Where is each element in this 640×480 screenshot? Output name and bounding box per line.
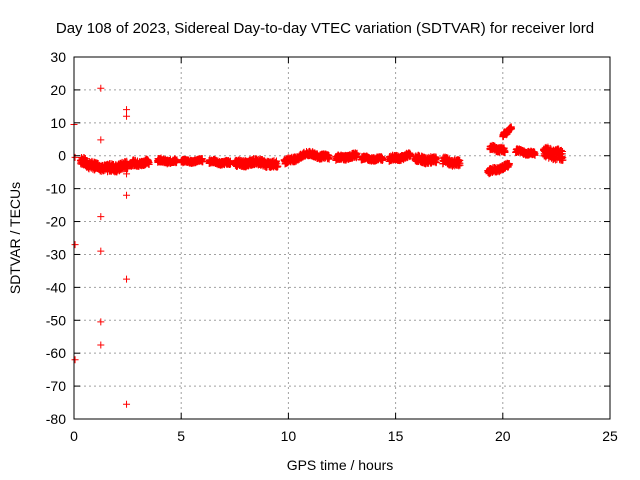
data-point bbox=[274, 162, 282, 170]
x-tick-label: 25 bbox=[602, 428, 618, 444]
data-point bbox=[71, 241, 79, 249]
grid-lines bbox=[74, 57, 610, 419]
data-point bbox=[501, 147, 509, 155]
data-point bbox=[123, 106, 131, 114]
data-point bbox=[97, 136, 105, 144]
x-tick-label: 5 bbox=[177, 428, 185, 444]
y-axis-label: SDTVAR / TECUs bbox=[7, 182, 23, 294]
data-point bbox=[531, 151, 539, 159]
data-point bbox=[505, 159, 513, 167]
y-tick-label: 20 bbox=[50, 82, 66, 98]
y-tick-label: -50 bbox=[46, 312, 66, 328]
data-point bbox=[507, 125, 515, 133]
y-tick-label: 10 bbox=[50, 115, 66, 131]
y-tick-label: -60 bbox=[46, 345, 66, 361]
y-tick-label: -30 bbox=[46, 246, 66, 262]
data-point bbox=[71, 356, 79, 364]
data-point bbox=[97, 341, 105, 349]
y-tick-label: -80 bbox=[46, 411, 66, 427]
data-point bbox=[559, 147, 567, 155]
axis-ticks: 0 5 10 15 20 25 -80 -70 -60 -50 -40 -30 -20 -10 0 10 20 3… bbox=[46, 49, 618, 444]
data-point bbox=[123, 112, 131, 120]
data-point bbox=[123, 275, 131, 283]
data-point bbox=[379, 156, 387, 164]
data-point bbox=[123, 191, 131, 199]
plot-frame bbox=[73, 56, 611, 420]
data-point bbox=[71, 153, 79, 161]
x-tick-label: 20 bbox=[495, 428, 511, 444]
data-point bbox=[123, 400, 131, 408]
data-point bbox=[559, 156, 567, 164]
data-point bbox=[325, 153, 333, 161]
y-tick-label: -20 bbox=[46, 214, 66, 230]
y-tick-label: -40 bbox=[46, 279, 66, 295]
data-point bbox=[97, 318, 105, 326]
data-point bbox=[557, 146, 565, 154]
data-points bbox=[70, 84, 567, 408]
data-point bbox=[432, 158, 440, 166]
data-point bbox=[97, 84, 105, 92]
y-tick-label: 0 bbox=[58, 148, 66, 164]
y-tick-label: -10 bbox=[46, 181, 66, 197]
data-point bbox=[353, 149, 361, 157]
data-point bbox=[97, 247, 105, 255]
data-point bbox=[97, 213, 105, 221]
data-point bbox=[145, 160, 153, 168]
x-tick-label: 0 bbox=[70, 428, 78, 444]
x-tick-label: 10 bbox=[281, 428, 297, 444]
y-tick-label: -70 bbox=[46, 378, 66, 394]
chart-title: Day 108 of 2023, Sidereal Day-to-day VTE… bbox=[56, 20, 594, 37]
y-tick-label: 30 bbox=[50, 49, 66, 65]
x-axis-label: GPS time / hours bbox=[287, 457, 394, 473]
x-tick-label: 15 bbox=[388, 428, 404, 444]
data-point bbox=[456, 161, 464, 169]
data-point bbox=[199, 158, 207, 166]
